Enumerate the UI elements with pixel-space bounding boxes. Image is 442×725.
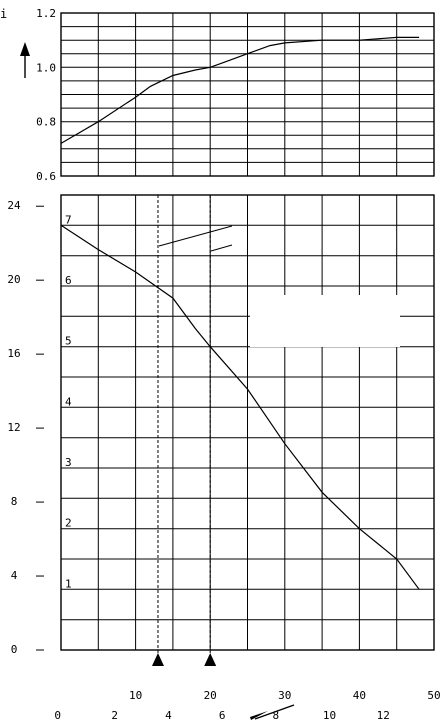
head-y-tick: 1: [65, 577, 72, 590]
power-grid: [61, 13, 434, 176]
feet-tick: 8: [11, 495, 18, 508]
head-y-tick: 2: [65, 517, 72, 530]
power-y-tick: 0.6: [36, 170, 56, 183]
feet-tick: 12: [7, 421, 20, 434]
flow-tick-labels: 10 20 30 40 50: [129, 689, 441, 702]
power-axis-arrow-icon: [20, 42, 30, 56]
ls-tick: 4: [165, 709, 172, 720]
feet-tick: 20: [7, 273, 20, 286]
limit-marker-triangle: [204, 653, 216, 666]
ls-tick: 6: [219, 709, 226, 720]
ls-tick: 0: [54, 709, 61, 720]
ls-tick: 2: [111, 709, 118, 720]
ls-tick: 10: [323, 709, 336, 720]
feet-tick: 0: [11, 643, 18, 656]
feet-tick-labels: 0 4 8 12 16 20 24: [7, 199, 44, 656]
ls-tick-labels: 0 2 4 6 8 10 12: [54, 709, 390, 720]
head-y-tick: 5: [65, 335, 72, 348]
feet-tick: 16: [7, 347, 20, 360]
head-y-tick-labels: 1 2 3 4 5 6 7: [65, 213, 72, 590]
flow-tick: 20: [204, 689, 217, 702]
flow-tick: 30: [278, 689, 291, 702]
power-y-tick: 0.8: [36, 116, 56, 129]
head-y-tick: 7: [65, 213, 72, 226]
feet-tick: 24: [7, 199, 21, 212]
limit-marker-triangle: [152, 653, 164, 666]
power-y-tick-labels: 0.6 0.8 1.0 1.2: [36, 7, 56, 183]
head-grid: [61, 195, 434, 650]
operative-limit-lines: [152, 195, 216, 666]
power-y-tick: 1.0: [36, 61, 56, 74]
feet-tick: 4: [11, 569, 18, 582]
head-y-tick: 4: [65, 395, 72, 408]
flow-tick: 10: [129, 689, 142, 702]
limit-leader-dn100: [211, 245, 232, 251]
flow-tick: 50: [427, 689, 440, 702]
flow-tick: 40: [353, 689, 366, 702]
impeller-label-box: [250, 295, 400, 347]
head-y-tick: 3: [65, 456, 72, 469]
limit-leader-dn80: [159, 226, 232, 246]
ls-tick: 12: [377, 709, 390, 720]
power-y-tick: 1.2: [36, 7, 56, 20]
head-y-tick: 6: [65, 274, 72, 287]
power-axis-label: [20, 42, 30, 78]
corner-fragment: i: [0, 7, 7, 21]
